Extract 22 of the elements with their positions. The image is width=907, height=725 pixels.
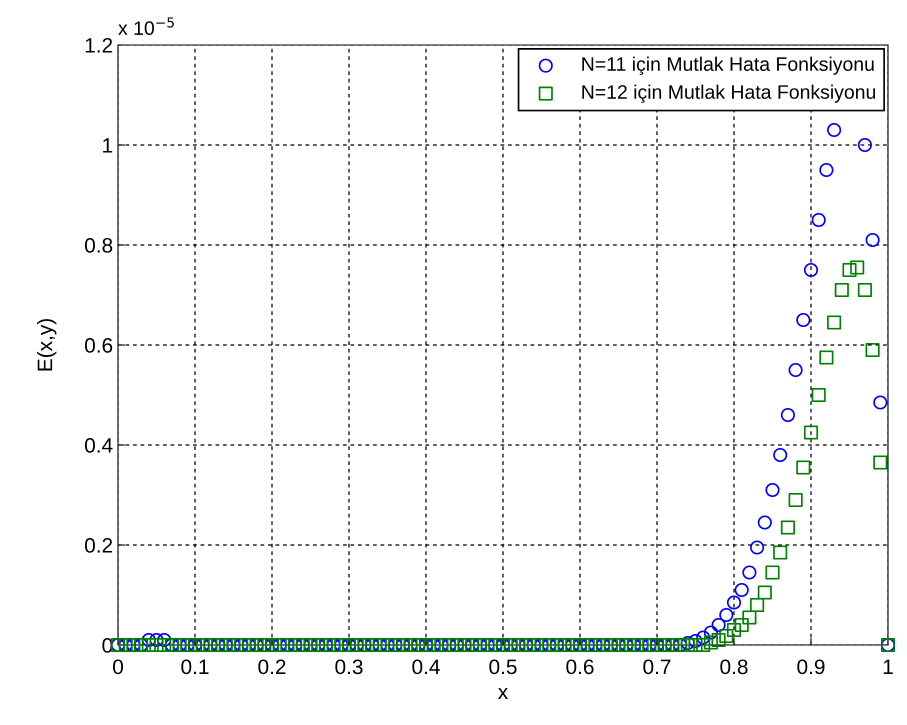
y-tick-label: 0.4: [84, 438, 113, 453]
x-tick-label: 0.1: [181, 659, 208, 674]
x-tick-label: 0.5: [489, 659, 517, 674]
x-tick-label: 0.4: [412, 659, 440, 674]
x-tick-label: 1: [884, 660, 893, 674]
x-tick-label: 0: [113, 659, 123, 674]
y-tick-label: 0.2: [84, 538, 112, 553]
legend-label: N=12 için Mutlak Hata Fonksiyonu: [582, 84, 876, 103]
x-tick-label: 0.8: [720, 659, 748, 674]
y-tick-label: 0.8: [84, 238, 112, 253]
y-axis-title: E(x,y): [36, 319, 56, 370]
legend-label: N=11 için Mutlak Hata Fonksiyonu: [582, 56, 874, 75]
y-tick-label: 0.6: [84, 338, 112, 353]
y-tick-label: 1: [103, 138, 112, 153]
y-tick-label: 1.2: [86, 38, 112, 53]
x-axis-title: x: [498, 688, 508, 699]
x-tick-label: 0.2: [258, 659, 286, 674]
x-tick-label: 0.3: [335, 659, 363, 674]
text: x 10$^{−5}$: [118, 17, 174, 36]
x-tick-label: 0.7: [643, 659, 670, 674]
x-tick-label: 0.9: [797, 659, 824, 674]
x-tick-label: 0.6: [566, 659, 594, 674]
